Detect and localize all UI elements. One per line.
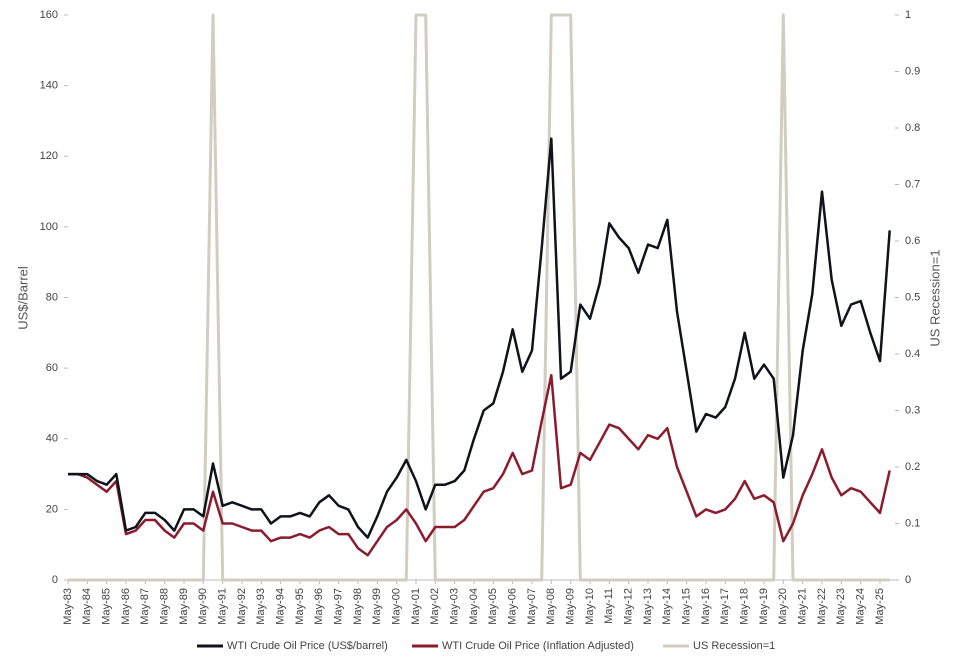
x-tick-label: May-14 (661, 588, 673, 625)
y-tick-label: 0 (52, 574, 58, 586)
y2-tick-label: 0.4 (905, 348, 920, 360)
y-tick-label: 40 (46, 433, 58, 445)
x-tick-label: May-98 (352, 588, 364, 625)
x-tick-label: May-95 (294, 588, 306, 625)
y2-axis-title: US Recession=1 (927, 249, 942, 346)
y-tick-label: 140 (40, 80, 58, 92)
x-tick-label: May-22 (816, 588, 828, 625)
x-tick-label: May-99 (371, 588, 383, 625)
x-tick-label: May-02 (429, 588, 441, 625)
y2-tick-label: 0.5 (905, 291, 920, 303)
x-tick-label: May-97 (333, 588, 345, 625)
x-tick-label: May-08 (545, 588, 557, 625)
x-tick-label: May-92 (236, 588, 248, 625)
y-tick-label: 120 (40, 150, 58, 162)
x-tick-label: May-07 (526, 588, 538, 625)
x-tick-label: May-84 (81, 588, 93, 625)
x-tick-label: May-24 (855, 588, 867, 625)
x-tick-label: May-83 (62, 588, 74, 625)
y2-tick-label: 0.7 (905, 178, 920, 190)
y-tick-label: 100 (40, 221, 58, 233)
x-tick-label: May-21 (797, 588, 809, 625)
y2-tick-label: 0.6 (905, 235, 920, 247)
x-tick-label: May-87 (139, 588, 151, 625)
x-tick-label: May-86 (120, 588, 132, 625)
y-tick-label: 20 (46, 503, 58, 515)
series-line (68, 13, 890, 582)
x-tick-label: May-18 (739, 588, 751, 625)
x-tick-label: May-04 (468, 588, 480, 625)
x-tick-label: May-90 (197, 588, 209, 625)
x-tick-label: May-03 (449, 588, 461, 625)
x-tick-label: May-19 (758, 588, 770, 625)
x-tick-label: May-05 (487, 588, 499, 625)
y2-tick-label: 0.9 (905, 65, 920, 77)
x-tick-label: May-23 (835, 588, 847, 625)
x-tick-label: May-20 (777, 588, 789, 625)
legend-label: US Recession=1 (693, 640, 775, 652)
y2-tick-label: 0.3 (905, 404, 920, 416)
y2-tick-label: 0.8 (905, 122, 920, 134)
x-tick-label: May-94 (275, 588, 287, 625)
legend-label: WTI Crude Oil Price (US$/barrel) (227, 640, 388, 652)
x-tick-label: May-15 (681, 588, 693, 625)
x-tick-label: May-85 (101, 588, 113, 625)
x-tick-label: May-06 (507, 588, 519, 625)
y-tick-label: 160 (40, 9, 58, 21)
x-tick-label: May-25 (874, 588, 886, 625)
y-tick-label: 80 (46, 291, 58, 303)
series-line (68, 137, 891, 539)
x-tick-label: May-91 (217, 588, 229, 625)
y2-tick-label: 0 (905, 574, 911, 586)
y-tick-label: 60 (46, 362, 58, 374)
x-tick-label: May-96 (313, 588, 325, 625)
x-tick-label: May-10 (584, 588, 596, 625)
x-tick-label: May-17 (719, 588, 731, 625)
x-tick-label: May-88 (159, 588, 171, 625)
x-tick-label: May-09 (565, 588, 577, 625)
x-tick-label: May-16 (700, 588, 712, 625)
x-tick-label: May-93 (255, 588, 267, 625)
legend-label: WTI Crude Oil Price (Inflation Adjusted) (442, 640, 634, 652)
x-tick-label: May-11 (603, 588, 615, 624)
x-tick-label: May-12 (623, 588, 635, 625)
y2-tick-label: 1 (905, 9, 911, 21)
series-line (68, 373, 891, 557)
x-tick-label: May-89 (178, 588, 190, 625)
x-tick-label: May-00 (391, 588, 403, 625)
y2-tick-label: 0.1 (905, 517, 920, 529)
y-axis-title: US$/Barrel (15, 266, 30, 330)
y2-tick-label: 0.2 (905, 461, 920, 473)
x-tick-label: May-01 (410, 588, 422, 625)
x-tick-label: May-13 (642, 588, 654, 625)
